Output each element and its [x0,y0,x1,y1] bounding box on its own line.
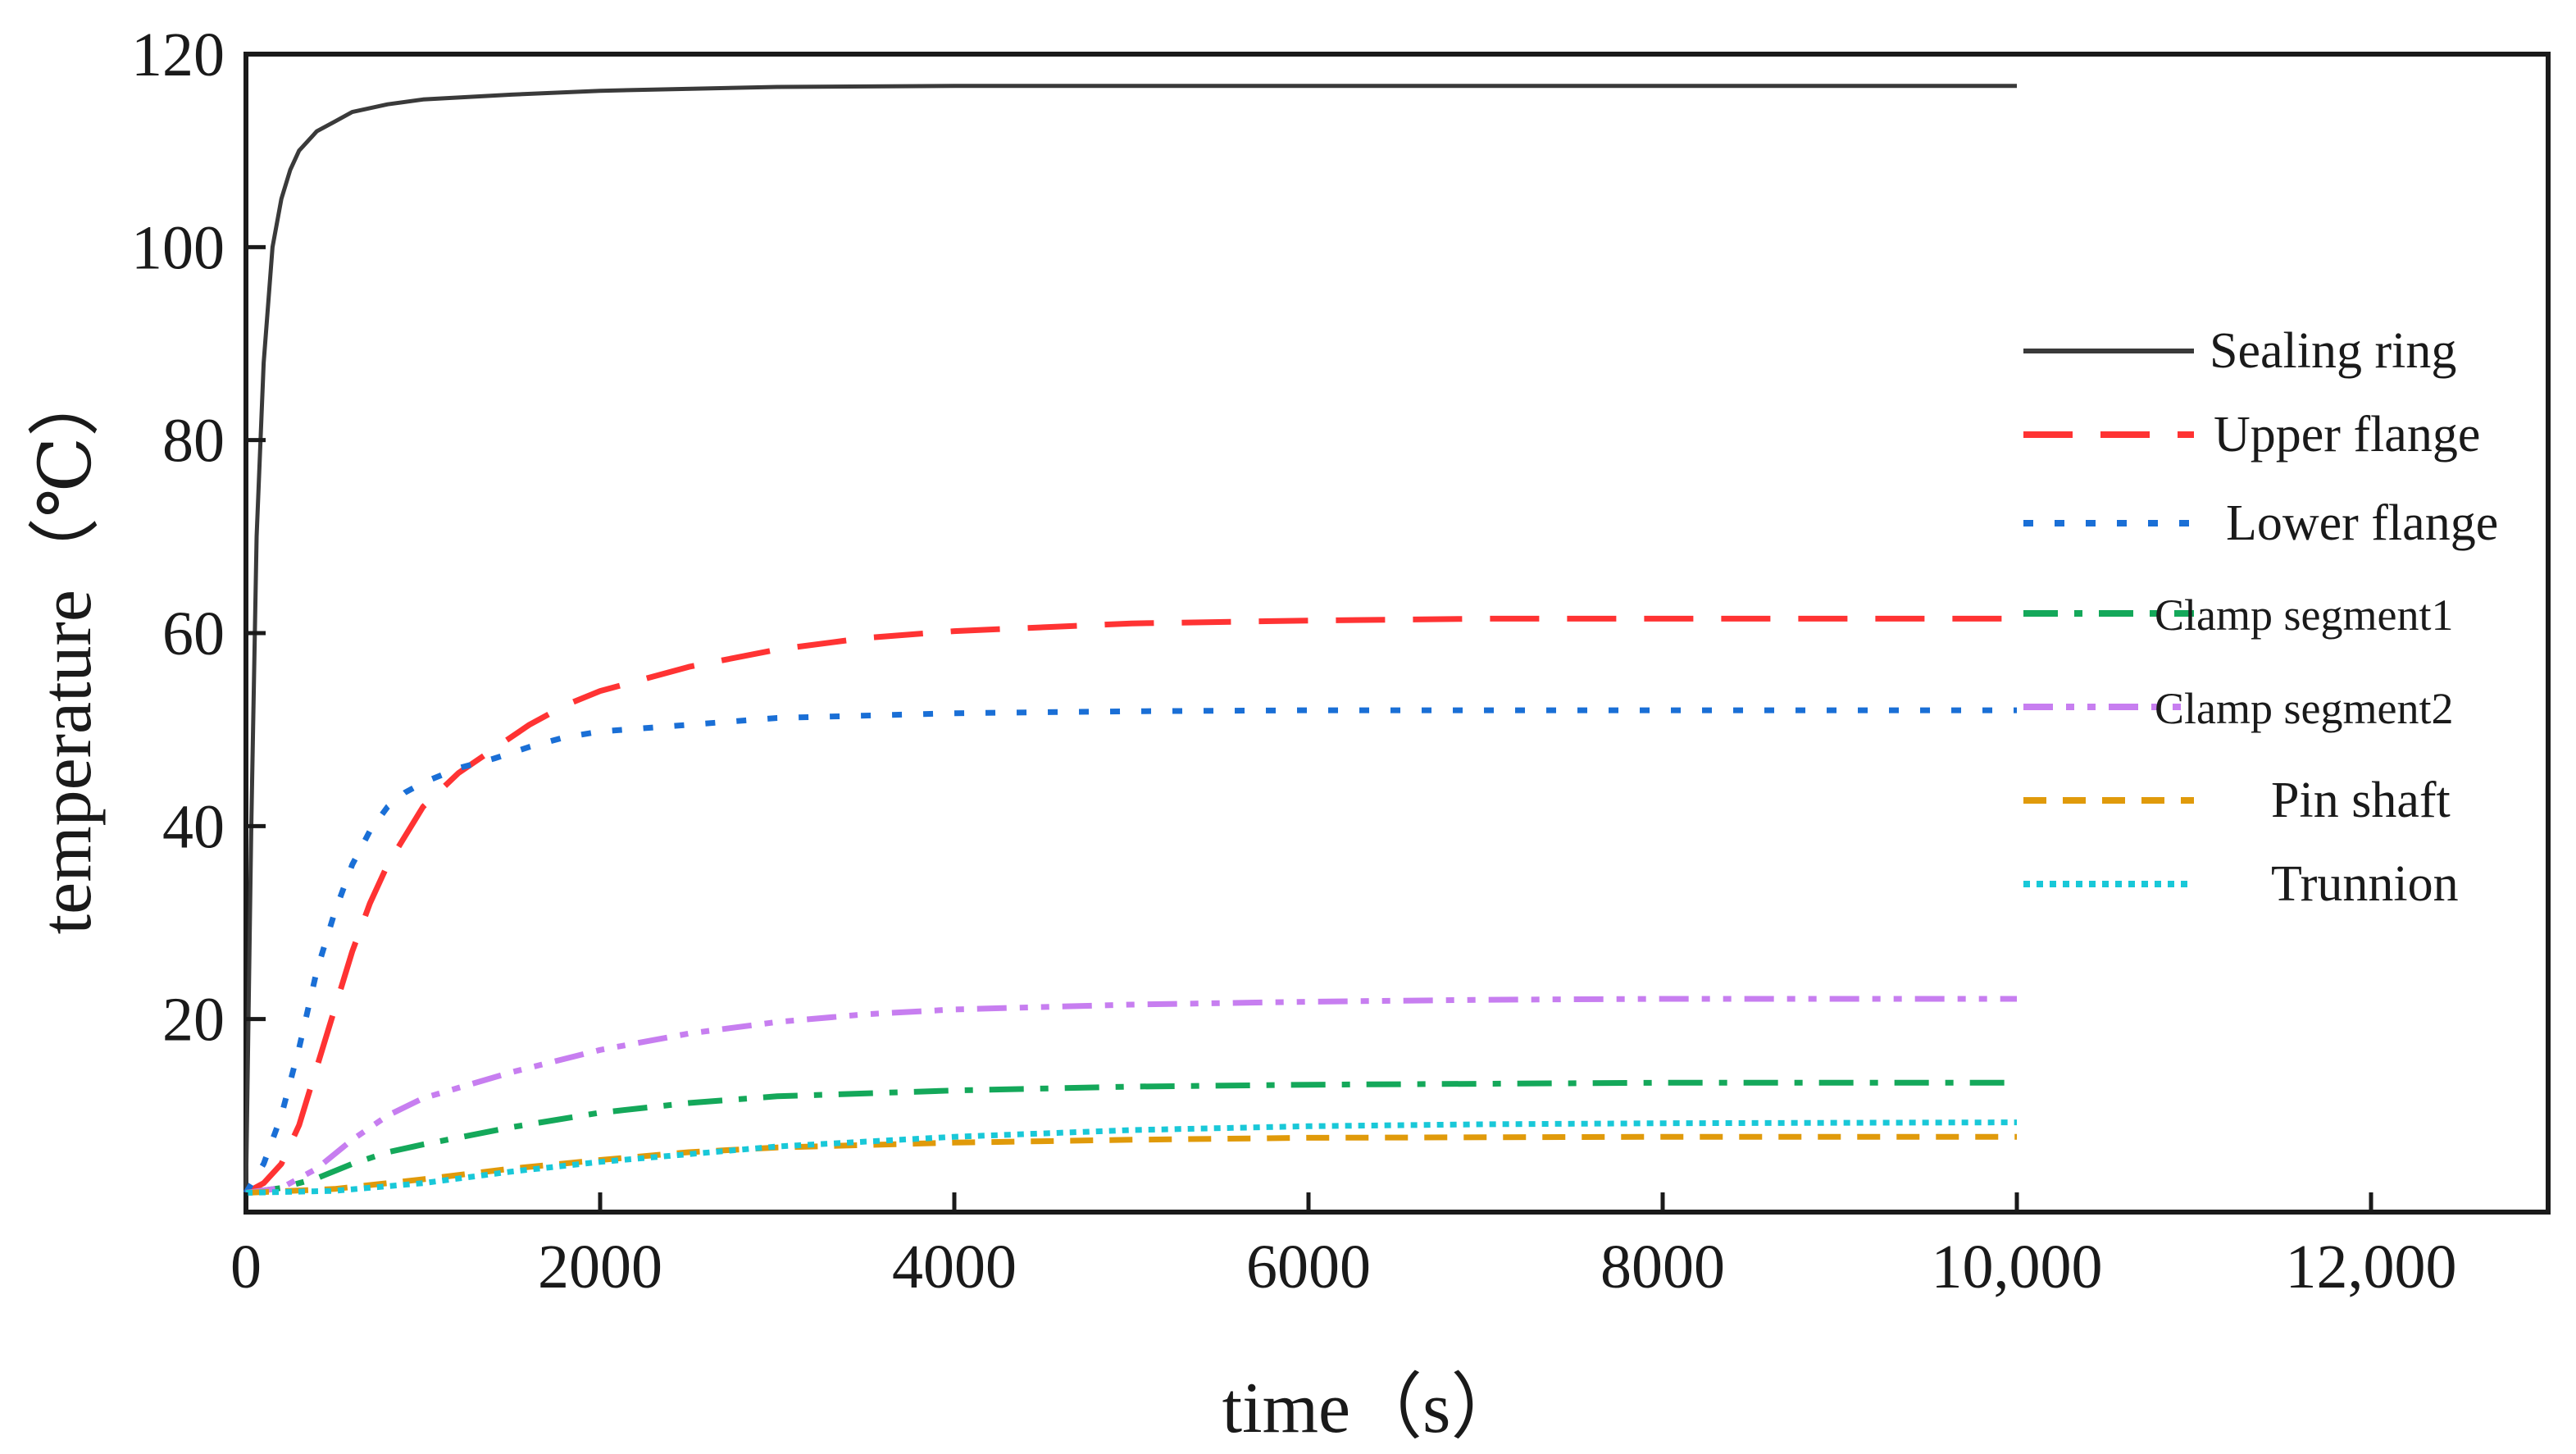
x-tick-label: 4000 [892,1233,1017,1301]
series-line-clamp-segment2 [245,996,2017,1196]
legend-label: Upper flange [2214,407,2480,463]
legend-label: Trunnion [2271,856,2459,912]
legend: Sealing ring Upper flange Lower flange Clam… [2023,323,2498,912]
legend-label: Clamp segment2 [2155,684,2453,733]
series-line-pin-shaft [245,1133,2017,1196]
x-tick-label: 10,000 [1932,1233,2103,1301]
series-line-sealing-ring [243,84,2017,1193]
series-line-trunnion [245,1119,2018,1196]
series-line-lower-flange [243,707,2017,1195]
series-line-clamp-segment1 [245,1079,2017,1196]
x-tick-label: 2000 [538,1233,662,1301]
x-tick-label: 12,000 [2286,1233,2457,1301]
legend-label: Sealing ring [2210,323,2456,379]
legend-label: Lower flange [2226,495,2498,551]
y-axis-title: temperature（℃） [27,365,107,935]
series-layer [243,84,2018,1196]
y-tick-label: 80 [162,407,225,476]
legend-label: Pin shaft [2271,773,2451,828]
y-tick-label: 60 [162,599,225,668]
series-line-upper-flange [244,615,2017,1196]
tick-layer: 0 2000 4000 6000 8000 10,000 12,000 20 40 60 80 100… [131,21,2457,1301]
x-tick-label: 0 [230,1233,262,1301]
x-tick-label: 8000 [1600,1233,1725,1301]
y-tick-label: 100 [131,213,225,282]
y-tick-label: 20 [162,986,225,1055]
x-axis-title: time（s） [1222,1369,1523,1448]
y-tick-label: 40 [162,792,225,861]
x-tick-label: 6000 [1246,1233,1371,1301]
legend-label: Clamp segment1 [2155,590,2453,640]
y-tick-label: 120 [131,21,225,89]
